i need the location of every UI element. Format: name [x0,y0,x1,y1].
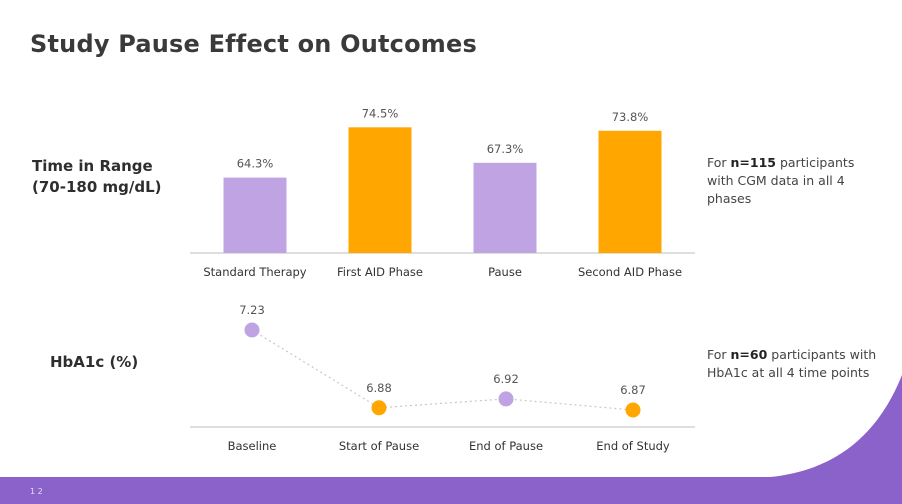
hba1c-point-3 [498,391,514,407]
hba1c-point-4 [625,402,641,418]
hba1c-value-label: 6.88 [366,381,392,395]
tir-label-line1: Time in Range [32,157,153,175]
hba1c-category-label: End of Study [596,439,670,453]
hba1c-value-label: 6.92 [493,372,519,386]
hba1c-category-label: End of Pause [469,439,543,453]
tir-participants-note: For n=115 participants with CGM data in … [707,154,882,208]
hba1c-note-prefix: For [707,347,731,362]
bar-value-label: 64.3% [237,157,274,171]
bar-value-label: 73.8% [612,110,649,124]
footer-bar [0,477,902,504]
bar-category-label: First AID Phase [337,265,423,279]
hba1c-note-n: n=60 [730,347,768,362]
tir-note-rest: participants with CGM data in all 4 phas… [707,155,855,206]
hba1c-category-label: Baseline [228,439,277,453]
hba1c-category-label: Start of Pause [339,439,419,453]
hba1c-point-2 [371,400,387,416]
page-number: 1 2 [30,487,43,496]
hba1c-value-label: 6.87 [620,383,646,397]
bar-3 [473,162,537,253]
hba1c-participants-note: For n=60 participants with HbA1c at all … [707,346,882,382]
hba1c-dotted-line [251,329,634,411]
bar-category-label: Second AID Phase [578,265,682,279]
tir-note-prefix: For [707,155,731,170]
hba1c-row-label: HbA1c (%) [50,353,139,371]
bar-category-label: Pause [488,265,522,279]
tir-note-n: n=115 [730,155,776,170]
hba1c-value-label: 7.23 [239,303,265,317]
hba1c-point-1 [244,322,260,338]
bar-4 [598,130,662,253]
slide-title: Study Pause Effect on Outcomes [30,30,477,58]
bar-category-label: Standard Therapy [203,265,306,279]
hba1c-note-rest: participants with HbA1c at all 4 time po… [707,347,877,380]
bar-1 [223,177,287,253]
corner-swoosh-shape [770,375,902,477]
bar-value-label: 67.3% [487,142,524,156]
tir-row-label: Time in Range (70-180 mg/dL) [32,156,162,198]
bar-2 [348,127,412,253]
tir-label-line2: (70-180 mg/dL) [32,178,162,196]
bar-value-label: 74.5% [362,106,399,120]
